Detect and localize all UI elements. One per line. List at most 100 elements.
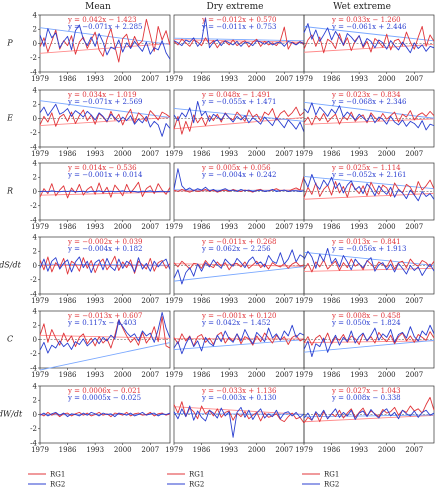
x-tick-label: 1979: [295, 150, 313, 158]
panel-p-dry-extreme: 1979 1986 1993 2000 2007 y = −0.012x + 0.570y…: [165, 14, 305, 83]
series-line-rg2: [39, 190, 171, 193]
y-tick-label: 2: [33, 248, 37, 256]
equation-rg2: y = 0.117x − 4.403: [67, 319, 137, 327]
series-line-rg1: [173, 106, 305, 135]
series-line-rg2: [303, 102, 435, 131]
panel-r-mean: 4 2 0 -2 -4 R 1979 1986 1993 2000 2007 y = 0.014x −…: [6, 159, 171, 231]
x-tick-label: 1979: [295, 75, 313, 83]
equation-rg1: y = 0.025x − 1.114: [331, 164, 401, 172]
x-tick-label: 1986: [323, 371, 341, 379]
panel-r-wet-extreme: 1979 1986 1993 2000 2007 y = 0.025x − 1.114y …: [295, 162, 435, 231]
series-line-rg2: [39, 311, 171, 354]
panel-r-dry-extreme: 1979 1986 1993 2000 2007 y = 0.005x + 0.056y …: [165, 162, 305, 231]
x-tick-label: 2007: [405, 75, 423, 83]
trend-line-rg1: [303, 414, 435, 423]
x-tick-label: 1979: [295, 223, 313, 231]
x-tick-label: 1993: [350, 371, 368, 379]
panel-dw-dt-dry-extreme: 1979 1986 1993 2000 2007 y = −0.033x + 1.136y…: [165, 385, 305, 454]
x-tick-label: 1979: [165, 297, 183, 305]
y-tick-label: 0: [33, 336, 37, 344]
x-tick-label: 1979: [165, 446, 183, 454]
equation-rg2: y = −0.003x + 0.130: [201, 394, 276, 402]
x-tick-label: 1979: [165, 150, 183, 158]
x-tick-label: 2000: [378, 446, 396, 454]
x-tick-label: 1993: [220, 223, 238, 231]
x-tick-label: 2007: [141, 150, 159, 158]
x-tick-label: 2007: [141, 223, 159, 231]
equation-rg1: y = 0.005x + 0.056: [201, 164, 271, 172]
series-line-rg1: [39, 108, 171, 127]
legend-label-rg2: RG2: [50, 481, 65, 489]
equation-rg1: y = −0.013x + 0.607: [67, 312, 142, 320]
equation-rg2: y = −0.004x + 0.242: [201, 171, 276, 179]
x-tick-label: 2007: [275, 150, 293, 158]
y-tick-label: -2: [30, 54, 37, 62]
x-tick-label: 2007: [275, 223, 293, 231]
equation-rg2: y = 0.050x − 1.824: [331, 319, 401, 327]
row-label: P: [6, 39, 13, 48]
x-tick-label: 2007: [275, 75, 293, 83]
series-line-rg1: [39, 316, 171, 349]
x-tick-label: 2000: [248, 371, 266, 379]
equation-rg2: y = −0.004x + 0.182: [67, 245, 142, 253]
equation-rg1: y = 0.008x − 0.458: [331, 312, 401, 320]
equation-rg1: y = 0.048x − 1.491: [201, 91, 271, 99]
x-tick-label: 1993: [86, 446, 104, 454]
equation-rg2: y = −0.071x + 2.569: [67, 98, 142, 106]
y-tick-label: 4: [33, 11, 38, 19]
x-tick-label: 1986: [193, 150, 211, 158]
x-tick-label: 2000: [248, 75, 266, 83]
y-tick-label: -4: [30, 216, 37, 224]
trend-line-rg2: [303, 176, 435, 190]
equation-rg1: y = 0.013x − 0.841: [331, 238, 401, 246]
y-tick-label: 4: [33, 233, 38, 241]
x-tick-label: 1986: [59, 75, 77, 83]
x-tick-label: 1993: [220, 446, 238, 454]
x-tick-label: 2007: [141, 297, 159, 305]
x-tick-label: 1986: [59, 297, 77, 305]
equation-rg1: y = −0.001x + 0.120: [201, 312, 276, 320]
equation-rg2: y = −0.055x + 1.471: [201, 98, 276, 106]
x-tick-label: 1986: [193, 371, 211, 379]
legend-label-rg1: RG1: [50, 471, 65, 479]
y-tick-label: 0: [33, 115, 37, 123]
x-tick-label: 2000: [248, 446, 266, 454]
series-line-rg1: [303, 179, 435, 199]
x-tick-label: 1986: [193, 297, 211, 305]
x-tick-label: 1986: [193, 223, 211, 231]
panel-c-wet-extreme: 1979 1986 1993 2000 2007 y = 0.008x − 0.458y …: [295, 310, 435, 379]
x-tick-label: 2000: [114, 150, 132, 158]
equation-rg1: y = 0.033x − 1.260: [331, 16, 401, 24]
row-label: C: [7, 335, 13, 344]
x-tick-label: 2000: [248, 297, 266, 305]
y-tick-label: 4: [33, 159, 38, 167]
x-tick-label: 2007: [141, 446, 159, 454]
column-title-dry-extreme: Dry extreme: [207, 2, 264, 12]
equation-rg2: y = −0.061x + 2.446: [331, 23, 407, 31]
series-line-rg1: [173, 260, 305, 271]
x-tick-label: 1986: [59, 150, 77, 158]
y-tick-label: 0: [33, 262, 37, 270]
equation-rg1: y = 0.042x − 1.423: [67, 16, 137, 24]
series-line-rg2: [303, 408, 435, 421]
legend-label-rg2: RG2: [324, 481, 339, 489]
trend-line-rg1: [303, 340, 435, 344]
legend-label-rg2: RG2: [189, 481, 204, 489]
series-line-rg2: [303, 247, 435, 276]
trend-line-rg2: [173, 339, 305, 350]
x-tick-label: 2000: [114, 223, 132, 231]
series-line-rg2: [173, 168, 305, 192]
equation-rg1: y = −0.002x + 0.039: [67, 238, 142, 246]
y-tick-label: 2: [33, 174, 37, 182]
x-tick-label: 1979: [165, 371, 183, 379]
x-tick-label: 1993: [350, 223, 368, 231]
equation-rg2: y = 0.062x − 2.256: [201, 245, 271, 253]
x-tick-label: 2007: [405, 297, 423, 305]
x-tick-label: 2007: [141, 371, 159, 379]
column-title-wet-extreme: Wet extreme: [333, 2, 391, 12]
legend-label-rg1: RG1: [324, 471, 339, 479]
